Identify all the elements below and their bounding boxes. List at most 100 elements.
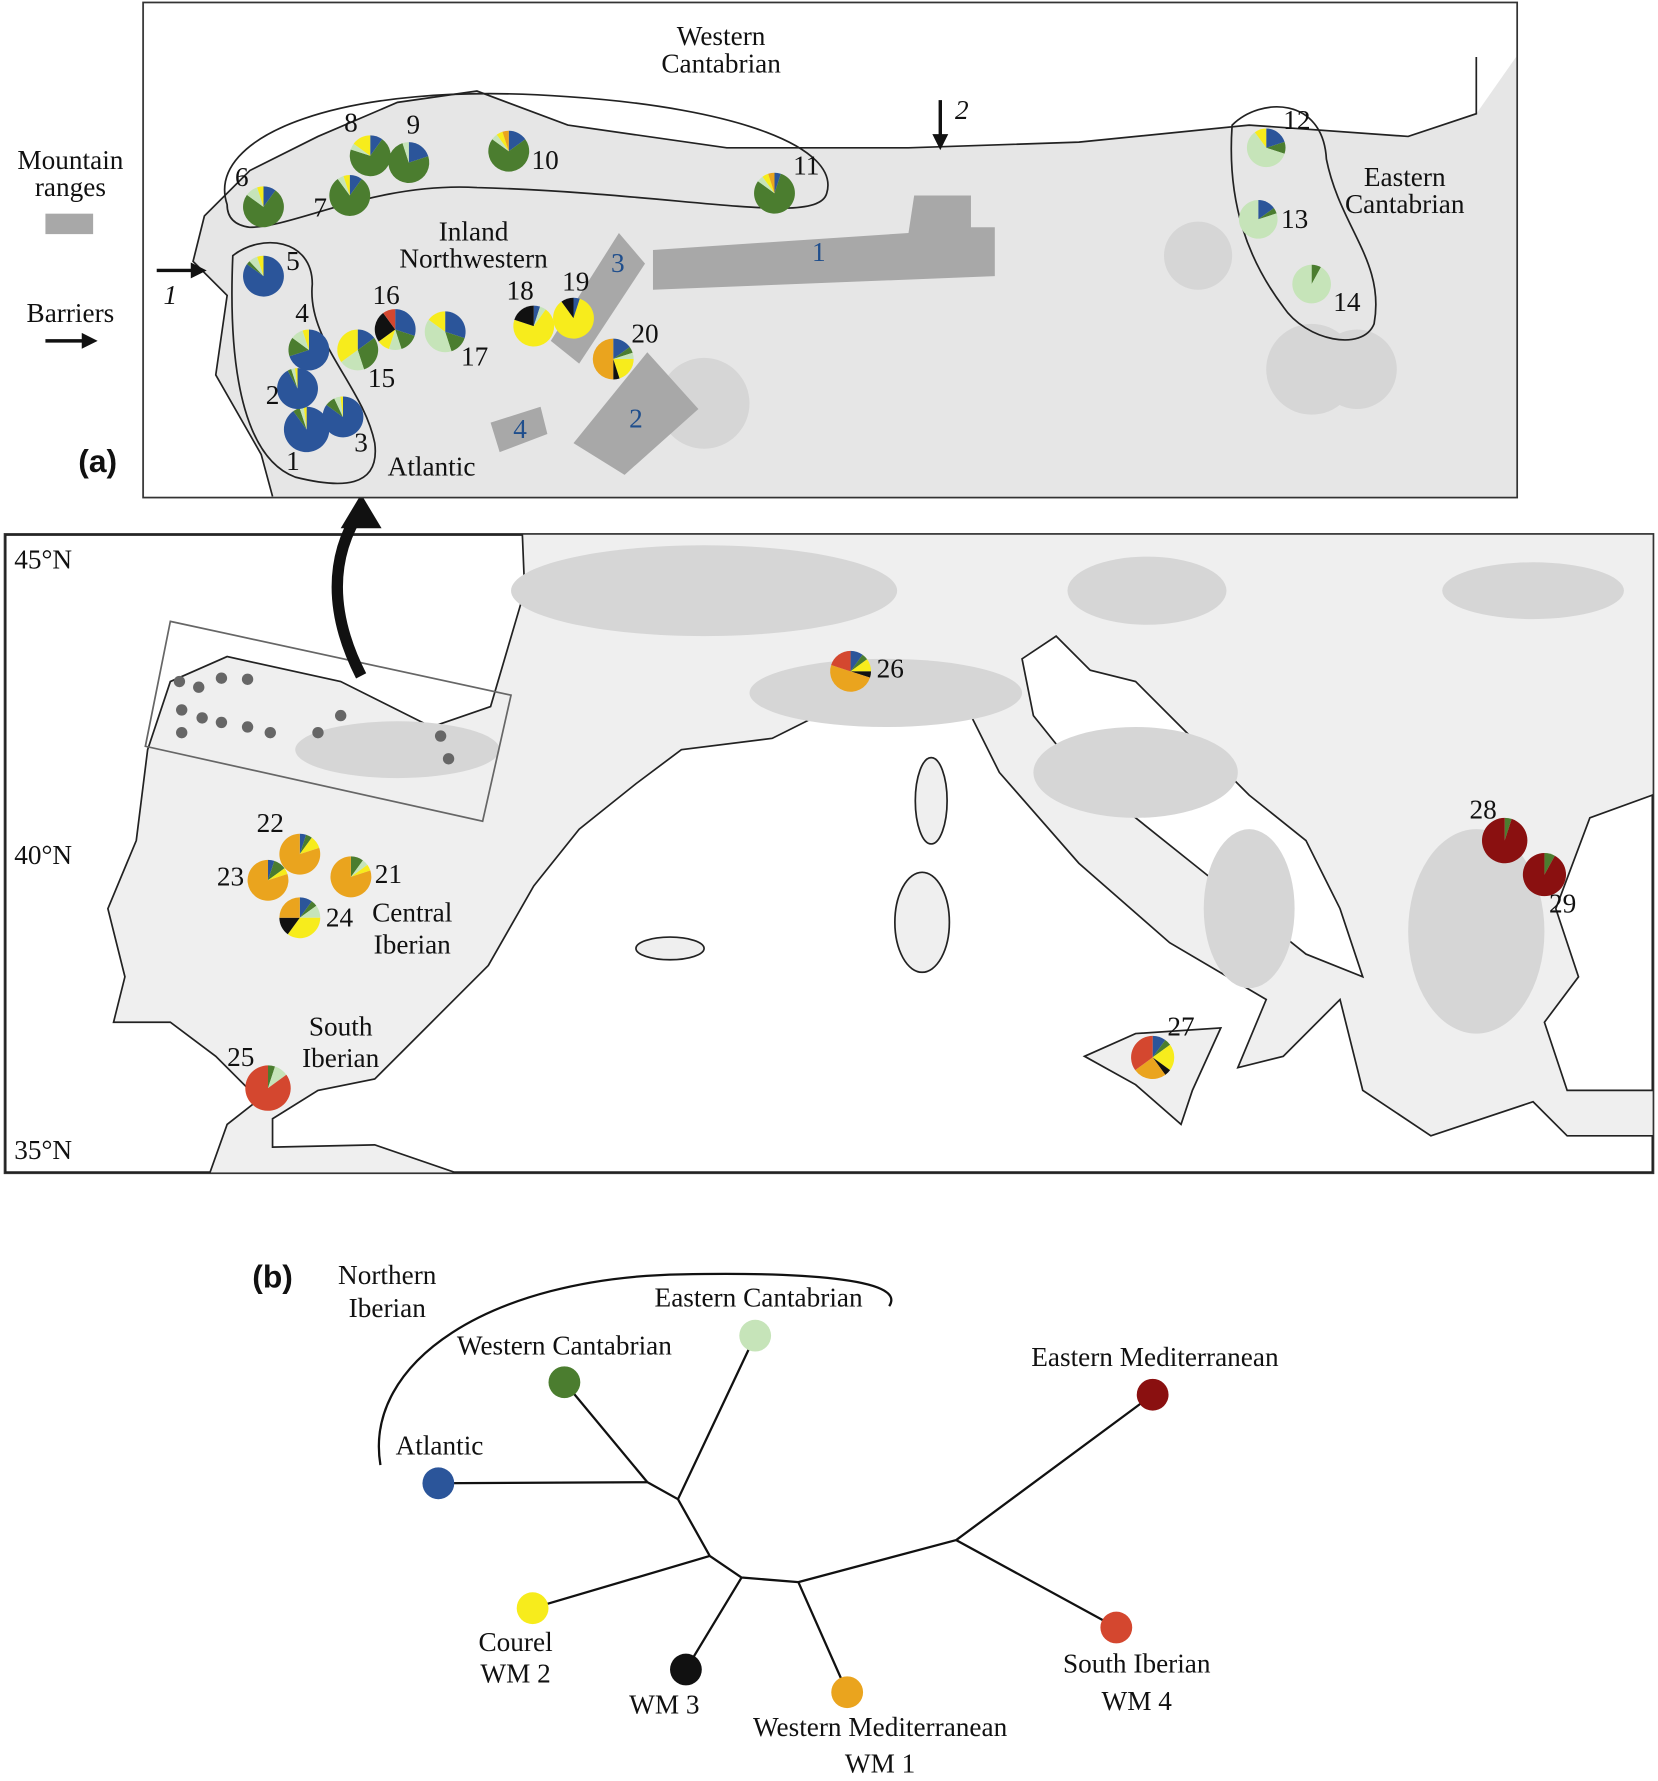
pie-slice: [1481, 817, 1528, 864]
population-label: 18: [506, 275, 533, 305]
mountain-label: 4: [513, 414, 527, 444]
pie-slice: [762, 173, 775, 194]
node-label: Eastern Cantabrian: [655, 1283, 863, 1313]
pie-slice: [613, 347, 633, 360]
pie-slice: [395, 309, 416, 336]
pie-slice: [299, 834, 312, 855]
tree-node: [1136, 1378, 1169, 1411]
pie-slice: [279, 833, 321, 875]
pie-slice: [350, 864, 371, 877]
pie-slice: [288, 337, 309, 357]
pie-slice: [514, 305, 534, 327]
pie-slice: [246, 187, 264, 207]
pie-slice: [246, 261, 264, 277]
node-label: Eastern Mediterranean: [1031, 1342, 1279, 1372]
legend-label: Mountain: [17, 145, 123, 175]
pie-slice: [268, 1065, 276, 1089]
panel-label: (a): [78, 443, 117, 479]
pie-slice: [374, 312, 396, 342]
latitude-label: 45°N: [14, 545, 72, 575]
node-label: WM 4: [1102, 1686, 1173, 1716]
pie-slice: [243, 255, 284, 297]
pie-slice: [424, 319, 452, 353]
pie-slice: [553, 298, 594, 339]
pie-slice: [299, 897, 312, 918]
pie-slice: [1238, 200, 1278, 239]
pie-slice: [303, 406, 307, 430]
pie-slice: [287, 369, 298, 389]
population-label: 2: [266, 380, 280, 410]
pie-slice: [277, 368, 318, 409]
tree-node: [422, 1467, 455, 1500]
pie-slice: [613, 338, 630, 360]
pie-slice: [1504, 817, 1512, 841]
pie-slice: [1544, 853, 1555, 875]
population-label: 4: [295, 298, 309, 328]
node-label: Courel: [478, 1627, 553, 1657]
pie-slice: [268, 859, 275, 881]
population-label: 12: [1283, 105, 1310, 135]
panel-label: (b): [252, 1258, 293, 1294]
pie-slice: [294, 368, 298, 389]
pie-slice: [1246, 132, 1285, 168]
pie-slice: [293, 407, 307, 430]
pie-slice: [850, 659, 872, 672]
pie-slice: [341, 349, 365, 371]
pie-slice: [561, 297, 574, 319]
tree: [377, 1272, 1154, 1693]
node-label: WM 3: [629, 1689, 699, 1719]
pie-slice: [757, 176, 775, 194]
pie-slice: [1131, 1035, 1153, 1071]
pie-slice: [388, 143, 430, 184]
population-label: 20: [631, 319, 658, 349]
population-label: 29: [1549, 889, 1576, 919]
pie-slice: [287, 917, 321, 939]
pie-slice: [533, 305, 541, 327]
latitude-label: 35°N: [14, 1135, 72, 1165]
population-label: 3: [354, 428, 368, 458]
pie-slice: [247, 859, 289, 901]
pie-slice: [268, 1066, 287, 1089]
group-label: Northern: [338, 1260, 437, 1290]
pie-slice: [349, 139, 391, 177]
pie-slice: [283, 406, 330, 453]
pie-slice: [850, 650, 863, 672]
node-label: Western Mediterranean: [753, 1712, 1008, 1742]
pie-slice: [754, 173, 795, 214]
pie-slice: [326, 398, 343, 417]
mountain-label: 3: [611, 248, 625, 278]
population-label: 21: [375, 859, 402, 889]
region-label: Eastern: [1364, 162, 1446, 192]
pie-slice: [330, 856, 372, 898]
population-label: 22: [257, 808, 284, 838]
population-label: 26: [877, 654, 904, 684]
pie-slice: [613, 359, 634, 379]
legend-label: Barriers: [27, 298, 115, 328]
pie-slice: [263, 186, 276, 207]
labels: (a) (b) Mountain ranges Barriers Western…: [14, 21, 1465, 1323]
pie-slice: [613, 359, 620, 380]
pie-slice: [268, 868, 288, 881]
pie-slice: [1135, 1057, 1166, 1080]
pie-slice: [243, 190, 284, 228]
pie-slice: [322, 396, 364, 438]
population-label: 9: [407, 110, 421, 140]
pie-slice: [492, 134, 509, 152]
pie-slice: [1152, 1035, 1166, 1058]
pie-slice: [1152, 1044, 1175, 1071]
pie-slice: [830, 665, 871, 692]
tree-node: [1100, 1611, 1133, 1644]
inset-map: [45, 1, 1519, 499]
pie-slice: [850, 654, 868, 672]
region-label: Western: [677, 21, 766, 51]
population-label: 13: [1281, 204, 1308, 234]
pie-slice: [1292, 264, 1331, 304]
population-label: 19: [562, 266, 589, 296]
legend-label: ranges: [35, 172, 106, 202]
pie-slice: [502, 130, 509, 152]
region-label: Cantabrian: [1345, 189, 1465, 219]
pie-slice: [337, 176, 350, 196]
pie-slice: [350, 860, 368, 877]
